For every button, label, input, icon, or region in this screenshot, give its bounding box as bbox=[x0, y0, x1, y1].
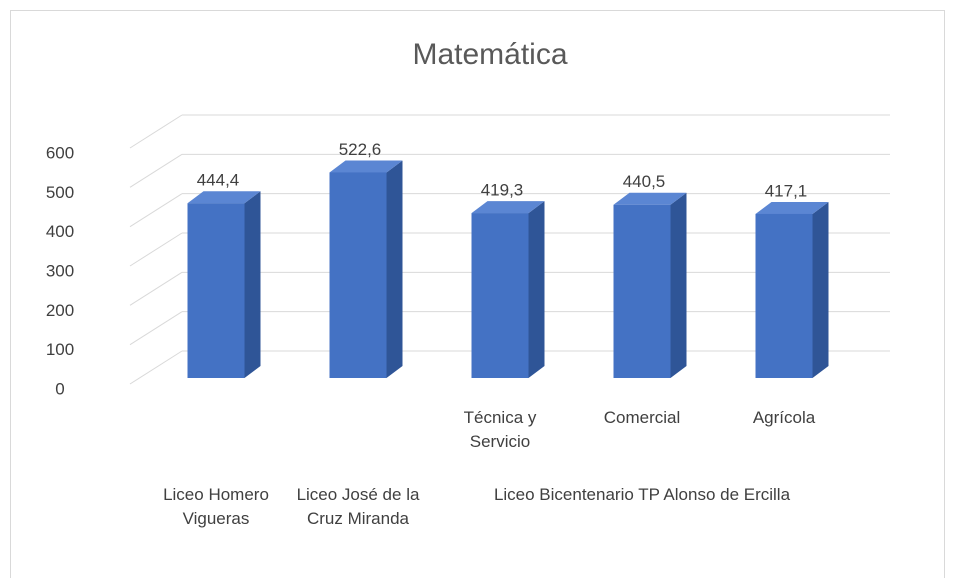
bar-side bbox=[670, 192, 687, 378]
data-label: 440,5 bbox=[623, 172, 666, 191]
y-tick-label: 400 bbox=[46, 222, 74, 241]
x-group-label: Liceo José de la Cruz Miranda bbox=[296, 485, 420, 528]
x-group-label: Liceo Bicentenario TP Alonso de Ercilla bbox=[493, 485, 791, 504]
y-tick-label: 100 bbox=[46, 340, 74, 359]
x-tick-label: Comercial bbox=[603, 408, 681, 427]
bar bbox=[329, 172, 387, 378]
y-tick-label: 0 bbox=[55, 379, 64, 398]
grid-line bbox=[129, 153, 183, 188]
y-tick-label: 200 bbox=[46, 301, 74, 320]
bar-top bbox=[187, 191, 261, 204]
bar bbox=[471, 213, 529, 378]
grid-line bbox=[129, 114, 183, 149]
bar-side bbox=[386, 160, 403, 378]
y-tick-label: 600 bbox=[46, 143, 74, 162]
grid-line bbox=[129, 271, 183, 306]
data-label: 444,4 bbox=[197, 171, 240, 190]
grid-line bbox=[129, 350, 183, 385]
bar-side bbox=[812, 201, 829, 378]
x-tick-label: Técnica y Servicio bbox=[463, 408, 537, 451]
grid-line bbox=[129, 193, 183, 228]
bar bbox=[187, 203, 245, 378]
x-group-label: Liceo Homero Vigueras bbox=[163, 485, 269, 528]
data-label: 522,6 bbox=[339, 140, 382, 159]
data-label: 417,1 bbox=[765, 181, 808, 200]
bar-side bbox=[244, 191, 261, 378]
bar bbox=[613, 204, 671, 378]
bar-top bbox=[613, 192, 687, 205]
data-label: 419,3 bbox=[481, 181, 524, 200]
chart-border bbox=[10, 10, 945, 578]
grid-line bbox=[129, 232, 183, 267]
grid-line bbox=[129, 311, 183, 346]
chart-title: Matemática bbox=[412, 38, 567, 71]
bar bbox=[755, 213, 813, 378]
bar-top bbox=[471, 201, 545, 214]
bar-top bbox=[755, 201, 829, 214]
y-tick-label: 500 bbox=[46, 183, 74, 202]
bar-top bbox=[329, 160, 403, 173]
y-tick-label: 300 bbox=[46, 261, 74, 280]
bar-side bbox=[528, 201, 545, 378]
x-tick-label: Agrícola bbox=[752, 408, 816, 427]
